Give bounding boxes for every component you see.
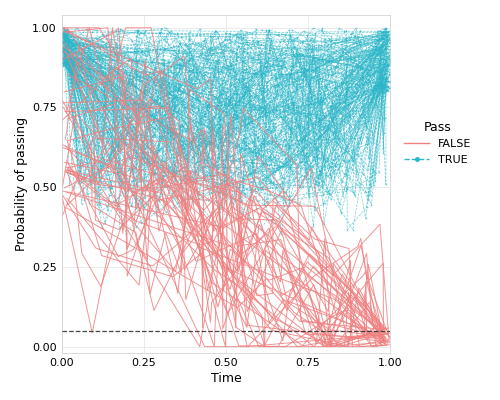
X-axis label: Time: Time	[210, 372, 242, 385]
Legend: FALSE, TRUE: FALSE, TRUE	[399, 115, 476, 170]
Y-axis label: Probability of passing: Probability of passing	[15, 117, 28, 251]
